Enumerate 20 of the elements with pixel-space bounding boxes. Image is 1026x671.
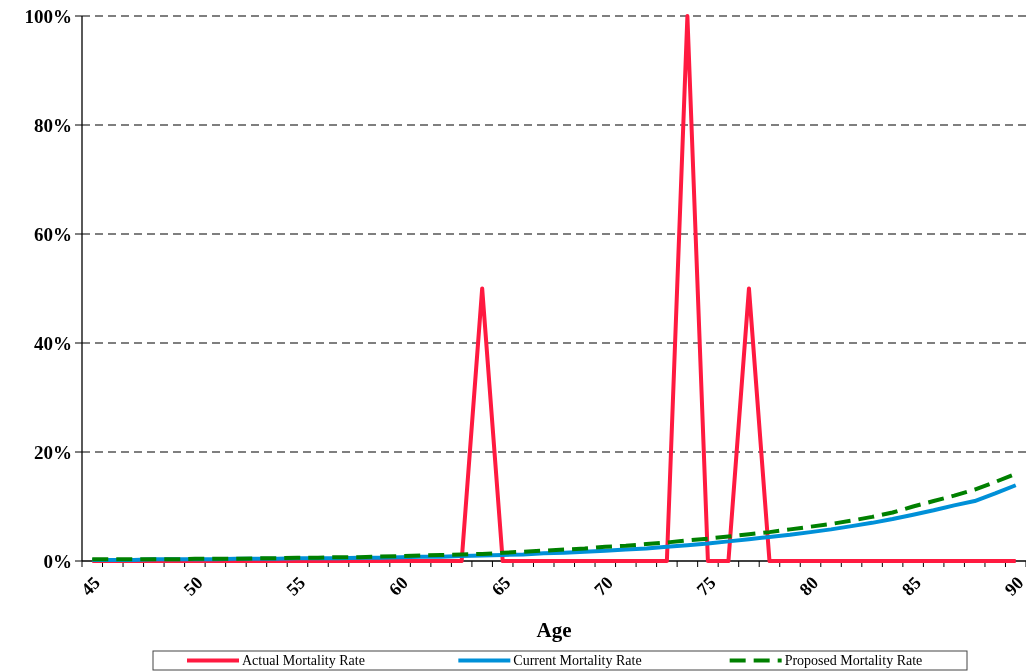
y-tick-label: 80%: [34, 114, 72, 136]
x-tick-label: 70: [590, 572, 618, 600]
legend-label: Proposed Mortality Rate: [784, 653, 923, 669]
x-tick-label: 60: [384, 572, 412, 600]
y-tick-label: 60%: [34, 223, 72, 245]
legend-label: Actual Mortality Rate: [242, 653, 365, 669]
y-tick-label: 0%: [43, 550, 72, 572]
x-tick-label: 75: [692, 572, 720, 600]
legend-label: Current Mortality Rate: [513, 653, 642, 669]
y-tick-label: 100%: [24, 5, 72, 27]
y-tick-label: 20%: [34, 441, 72, 463]
x-axis-title: Age: [536, 618, 572, 642]
y-tick-label: 40%: [34, 332, 72, 354]
x-tick-label: 90: [1000, 572, 1026, 600]
x-tick-label: 65: [487, 572, 515, 600]
x-tick-label: 55: [282, 572, 310, 600]
x-tick-label: 45: [77, 572, 104, 600]
x-tick-label: 85: [898, 572, 925, 600]
x-tick-label: 80: [795, 572, 823, 600]
x-tick-label: 50: [179, 572, 207, 600]
